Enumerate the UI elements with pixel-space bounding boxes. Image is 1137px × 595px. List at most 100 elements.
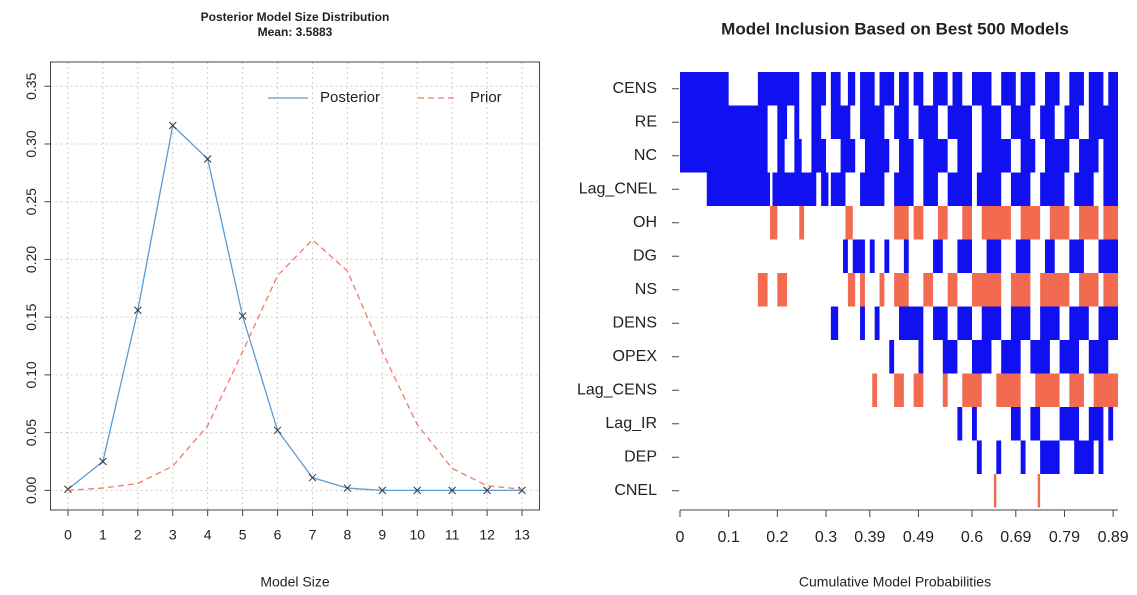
marker-stroke (448, 486, 457, 495)
inclusion-block (772, 172, 817, 206)
inclusion-block (976, 172, 1002, 206)
inclusion-block (1037, 474, 1041, 508)
inclusion-block (942, 340, 958, 374)
row-label: RE (635, 113, 657, 130)
y-tick-label: 0.00 (23, 477, 39, 504)
inclusion-block (899, 139, 914, 173)
marker-stroke (343, 484, 352, 492)
chart-subtitle: Mean: 3.5883 (258, 25, 333, 39)
inclusion-block (680, 139, 768, 173)
x-tick-label: 5 (239, 527, 247, 543)
inclusion-block (860, 172, 885, 206)
inclusion-block (1010, 172, 1031, 206)
marker-stroke (483, 486, 491, 495)
inclusion-block (869, 239, 875, 273)
inclusion-block (1040, 273, 1070, 307)
inclusion-block (830, 306, 839, 340)
inclusion-block (1020, 440, 1026, 474)
inclusion-block (830, 105, 851, 139)
inclusion-block (986, 239, 1002, 273)
y-tick-label: 0.10 (23, 361, 39, 388)
point-marker (273, 426, 282, 435)
inclusion-block (879, 72, 895, 106)
marker-stroke (238, 312, 247, 320)
inclusion-block (1088, 407, 1104, 441)
inclusion-block (1103, 172, 1118, 206)
y-tick-label: 0.15 (23, 303, 39, 330)
marker-stroke (133, 306, 142, 315)
inclusion-block (981, 206, 1011, 240)
inclusion-block (1030, 407, 1041, 441)
point-marker (378, 486, 387, 495)
inclusion-block (874, 306, 880, 340)
marker-stroke (273, 426, 282, 435)
inclusion-block (830, 172, 846, 206)
x-tick-label: 6 (274, 527, 282, 543)
inclusion-block (1079, 139, 1099, 173)
x-tick-label: 0.69 (1000, 529, 1031, 546)
row-label: DG (633, 247, 657, 264)
inclusion-block (1030, 340, 1050, 374)
inclusion-block (947, 273, 958, 307)
inclusion-block (884, 239, 890, 273)
inclusion-block (899, 306, 924, 340)
x-tick-label: 0.2 (766, 529, 788, 546)
x-tick-label: 4 (204, 527, 212, 543)
row-label: NC (634, 147, 657, 164)
inclusion-block (860, 72, 875, 106)
inclusion-block (840, 139, 856, 173)
inclusion-block (889, 340, 895, 374)
inclusion-block (1069, 239, 1084, 273)
inclusion-block (1069, 72, 1084, 106)
inclusion-block (1093, 373, 1118, 407)
inclusion-block (794, 105, 800, 139)
inclusion-block (913, 206, 924, 240)
inclusion-block (845, 206, 853, 240)
inclusion-block (706, 172, 771, 206)
inclusion-block (981, 139, 1011, 173)
chart-title: Model Inclusion Based on Best 500 Models (721, 19, 1069, 38)
inclusion-block (680, 72, 729, 106)
inclusion-block (923, 139, 948, 173)
inclusion-block (913, 373, 924, 407)
row-label: NS (635, 281, 657, 298)
point-marker (238, 312, 247, 320)
x-tick-label: 0 (64, 527, 72, 543)
inclusion-block (962, 206, 972, 240)
inclusion-block (811, 105, 822, 139)
x-tick-label: 0.49 (903, 529, 934, 546)
inclusion-block (821, 172, 829, 206)
inclusion-block (1098, 306, 1118, 340)
series-line (67, 238, 523, 491)
inclusion-block (937, 206, 948, 240)
inclusion-block (933, 72, 948, 106)
inclusion-block (1040, 105, 1055, 139)
inclusion-block (933, 306, 948, 340)
x-tick-label: 1 (99, 527, 107, 543)
inclusion-block (843, 239, 848, 273)
inclusion-block (1074, 172, 1094, 206)
inclusion-block (1040, 172, 1065, 206)
inclusion-block (952, 72, 963, 106)
inclusion-block (923, 172, 938, 206)
inclusion-block (947, 172, 972, 206)
inclusion-block (942, 373, 948, 407)
series-line (67, 124, 523, 492)
inclusion-block (1010, 407, 1021, 441)
x-tick-label: 13 (514, 527, 530, 543)
marker-stroke (64, 485, 72, 494)
inclusion-block (972, 407, 977, 441)
inclusion-block (957, 139, 972, 173)
marker-stroke (378, 486, 387, 495)
inclusion-block (1010, 273, 1031, 307)
inclusion-block (1108, 407, 1114, 441)
x-tick-label: 3 (169, 527, 177, 543)
marker-stroke (203, 155, 212, 163)
point-marker (448, 486, 457, 495)
x-tick-label: 0 (676, 529, 685, 546)
row-label: Lag_CENS (577, 381, 657, 398)
inclusion-block (1088, 72, 1104, 106)
row-label: Lag_IR (605, 415, 657, 432)
inclusion-block (1040, 306, 1060, 340)
x-tick-label: 2 (134, 527, 142, 543)
